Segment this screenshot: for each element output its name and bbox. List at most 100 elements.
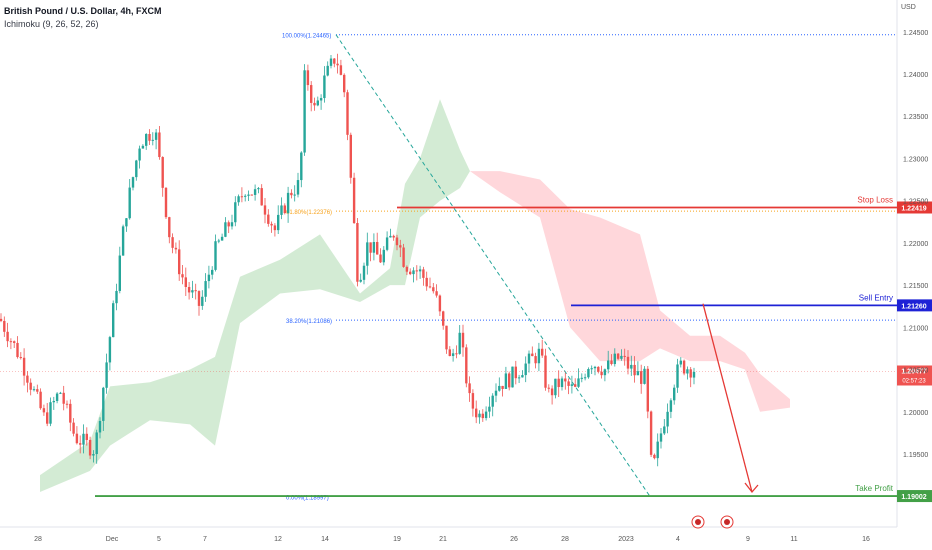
candle-body [16,342,19,358]
candle-body [211,269,214,275]
price-tick-label: 1.24500 [903,30,928,37]
time-tick-label: 19 [393,536,401,543]
candle-body [481,413,484,419]
candle-body [409,271,412,275]
candle-body [59,392,62,394]
take-profit-label: Take Profit [855,484,894,493]
candle-body [616,353,620,359]
candle-body [6,331,9,342]
candle-body [425,277,428,287]
candle-body [488,406,491,412]
candle-body [521,375,524,378]
candle-body [666,411,669,427]
candle-body [527,353,531,364]
candle-body [659,433,663,442]
candle-body [310,85,313,103]
cloud-bearish [470,171,790,412]
price-tick-label: 1.22000 [903,241,928,248]
candle-body [560,378,564,388]
forecast-arrow[interactable] [702,303,759,494]
candle-body [26,375,29,383]
current-price-tag [897,365,932,386]
candle-body [362,265,366,280]
candle-body [316,100,319,106]
candle-body [395,237,399,246]
candle-body [643,368,646,384]
time-tick-label: 21 [439,536,447,543]
candle-body [656,441,659,459]
event-markers[interactable] [691,515,734,529]
candle-body [164,187,168,218]
candle-body [72,422,75,434]
candle-body [46,412,49,424]
time-tick-label: 5 [157,536,161,543]
candle-body [42,408,46,413]
fib-label-f618: 61.80%(1.22376) [286,210,332,216]
candle-body [626,356,630,369]
price-axis[interactable]: 1.24500 1.24000 1.23500 1.23000 1.22500 1.220… [903,30,928,459]
candle-body [442,311,445,326]
candle-body [247,194,250,196]
candle-body [108,337,112,363]
candle-body [92,454,95,456]
time-tick-label: 28 [561,536,569,543]
candle-body [554,378,557,396]
candle-body [148,133,151,141]
candle-body [39,391,42,409]
candle-body [79,443,82,445]
candle-body [438,295,442,312]
candle-body [171,237,174,248]
candle-body [366,242,369,266]
candle-body [184,277,187,287]
candle-body [376,241,379,255]
candle-body [300,152,303,181]
candle-body [237,196,240,203]
candle-body [583,377,587,379]
candle-body [306,70,310,86]
candle-body [451,353,455,357]
candle-body [686,369,689,374]
forecast-arrow-line [702,303,753,493]
forecast-arrow-head [744,482,759,494]
candle-body [158,132,161,158]
currency-label: USD [901,4,916,11]
candle-body [277,214,280,231]
candle-body [372,241,376,253]
candle-body [145,133,148,146]
candle-body [613,353,616,365]
price-tick-label: 1.21500 [903,283,928,290]
time-tick-label: 9 [746,536,750,543]
candle-body [102,387,105,421]
event-flag-inner [724,519,730,525]
candle-body [250,194,253,196]
cloud-bullish [40,99,470,493]
candle-body [333,58,336,64]
trade-levels[interactable]: Stop Loss 1.22419 Sell Entry 1.21260 Take Pr… [0,195,932,503]
candle-body [663,426,666,434]
candle-body [541,348,544,356]
candle-body [204,281,207,297]
candle-body [369,242,372,253]
candle-body [234,202,237,223]
candle-body [458,332,461,354]
fib-retracement[interactable]: 100.00%(1.24465) 61.80%(1.22376) 38.20%(1.… [95,34,897,502]
candle-body [283,205,286,214]
take-profit-price-tag [897,490,932,503]
time-tick-label: 14 [321,536,329,543]
stop-loss-label: Stop Loss [857,195,893,204]
candle-body [0,318,3,321]
candle-body [244,195,247,197]
candle-body [418,269,422,272]
time-axis[interactable]: 28 Dec 5 7 12 14 19 21 26 28 2023 4 9 11 16 [34,536,870,543]
candle-body [379,254,382,263]
candle-body [399,245,402,248]
candle-body [511,366,514,388]
candle-body [293,194,296,196]
candle-body [191,290,194,293]
candle-body [679,360,682,365]
candle-body [435,291,438,296]
candle-body [201,296,204,306]
candle-body [498,385,501,391]
